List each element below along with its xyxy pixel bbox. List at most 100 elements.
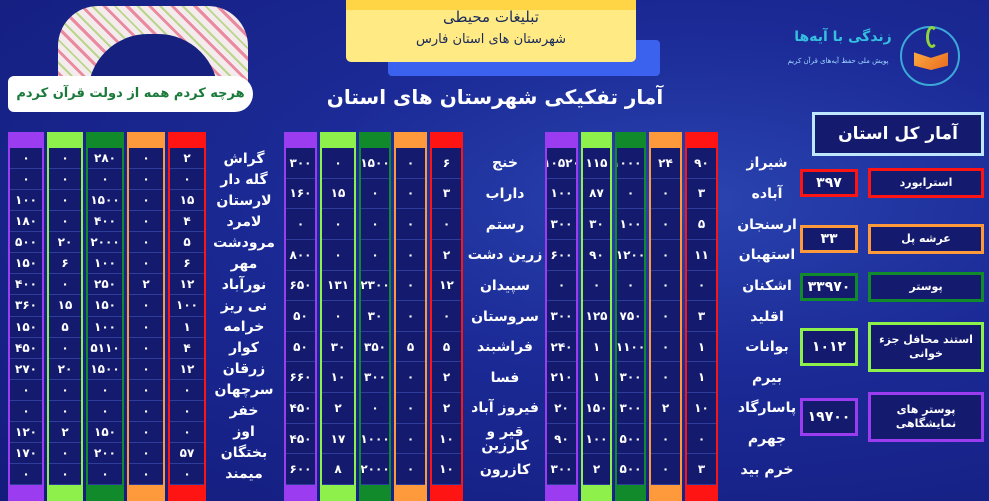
table-cell: ۳۵۰ — [361, 332, 389, 363]
table-cell: ۲۴۰ — [547, 332, 576, 363]
page-title: آمار تفکیکی شهرستان های استان — [326, 85, 664, 109]
table-cell: ۰ — [651, 240, 680, 271]
table-cell: ۱۰۰ — [547, 179, 576, 210]
column-red: ۲ ۰ ۱۵ ۴ ۵ ۶ ۱۲ ۱۰۰ ۱ ۴ ۱۲ ۰ ۰ ۰ ۵۷ ۰ — [168, 132, 206, 501]
table-cell: ۱۲ — [170, 274, 204, 296]
table-cell: ۰ — [583, 271, 610, 302]
column-body: ۲۴ ۰ ۰ ۰ ۰ ۰ ۰ ۰ ۲ ۰ ۰ — [651, 148, 680, 486]
table-cell: ۱۸۰ — [10, 211, 42, 233]
table-cell: ۰ — [432, 209, 461, 240]
stat-label: پوستر — [868, 272, 984, 302]
table-cell: ۰ — [10, 401, 42, 422]
table-cell: ۱۵ — [49, 295, 81, 317]
column-dark-green: ۱۵۰۰ ۰ ۰ ۰ ۲۳۰۰ ۳۰ ۳۵۰ ۳۰۰ ۰ ۱۰۰۰ ۲۰۰۰ — [359, 132, 391, 501]
column-light-green: ۱۱۵ ۸۷ ۳۰ ۹۰ ۰ ۱۲۵ ۱ ۱ ۱۵۰ ۱۰۰ ۲ — [581, 132, 612, 501]
county-name: شیراز — [746, 155, 788, 172]
table-cell: ۰ — [129, 338, 163, 359]
county-name: گراش — [223, 150, 265, 167]
table-cell: ۳۰۰ — [617, 393, 644, 424]
table-cell: ۳۰۰ — [361, 362, 389, 394]
table-cell: ۳۰ — [583, 209, 610, 240]
table-cell: ۱۵۰ — [88, 422, 122, 443]
county-name: میمند — [225, 466, 263, 483]
table-cell: ۱۵۰ — [10, 253, 42, 275]
table-cell: ۵۰ — [286, 332, 315, 363]
table-cell: ۰ — [88, 380, 122, 401]
column-body: ۹۰ ۳ ۵ ۱۱ ۰ ۳ ۱ ۱ ۱۰ ۰ ۳ — [687, 148, 716, 486]
stat-value: ۱۰۱۲ — [800, 328, 858, 366]
table-cell: ۱۲۰۰ — [617, 240, 644, 271]
table-cell: ۰ — [170, 422, 204, 443]
column-body: ۰ ۰ ۱۰۰ ۱۸۰ ۵۰۰ ۱۵۰ ۴۰۰ ۳۶۰ ۱۵۰ ۴۵۰ ۲۷۰ ۰ ۰ ۱۲۰ ۱۷۰ ۰ — [10, 148, 42, 485]
table-cell: ۰ — [49, 401, 81, 422]
county-name: مرودشت — [213, 234, 275, 251]
county-name: اقلید — [750, 308, 784, 325]
column-footer — [396, 485, 425, 501]
column-dark-green: ۲۸۰ ۰ ۱۵۰۰ ۴۰۰ ۲۰۰۰ ۱۰۰ ۲۵۰ ۱۵۰ ۱۰۰ ۵۱۱۰ ۱۵۰۰ ۰ ۰ ۱۵۰… — [86, 132, 124, 501]
county-name: خنج — [492, 155, 518, 172]
county-table: گراش گله دار لارستان لامرد مرودشت مهر نورآباد ن… — [5, 132, 278, 501]
table-cell: ۵ — [170, 232, 204, 254]
table-cell: ۶ — [432, 148, 461, 179]
county-names: گراش گله دار لارستان لامرد مرودشت مهر نورآباد ن… — [210, 132, 278, 501]
column-header — [396, 132, 425, 148]
table-cell: ۱۷۰ — [10, 443, 42, 464]
column-footer — [286, 485, 315, 501]
table-cell: ۱۲۰ — [10, 422, 42, 443]
table-cell: ۲۰ — [49, 359, 81, 380]
county-names: شیراز آباده ارسنجان استهبان اشکنان اقلید بوانا… — [722, 132, 812, 501]
table-cell: ۰ — [651, 332, 680, 363]
table-cell: ۰ — [170, 169, 204, 191]
table-cell: ۰ — [396, 301, 425, 332]
column-header — [170, 132, 204, 148]
table-cell: ۰ — [651, 209, 680, 240]
table-cell: ۰ — [651, 424, 680, 455]
table-cell: ۰ — [129, 211, 163, 233]
table-cell: ۱۰۰ — [10, 190, 42, 212]
book-icon — [914, 52, 948, 70]
table-cell: ۱۲ — [170, 359, 204, 380]
table-cell: ۱۵۰ — [583, 393, 610, 424]
table-cell: ۰ — [10, 148, 42, 170]
table-cell: ۱ — [687, 362, 716, 394]
county-table: شیراز آباده ارسنجان استهبان اشکنان اقلید بوانا… — [542, 132, 812, 501]
header-box: تبلیغات محیطی شهرستان های استان فارس — [346, 0, 636, 62]
table-cell: ۶۰۰ — [547, 240, 576, 271]
table-cell: ۰ — [170, 464, 204, 485]
county-name: لامرد — [226, 213, 262, 230]
table-cell: ۱۱۰۰ — [617, 332, 644, 363]
table-cell: ۲۵۰ — [88, 274, 122, 296]
column-light-green: ۰ ۰ ۰ ۰ ۲۰ ۶ ۰ ۱۵ ۵ ۰ ۲۰ ۰ ۰ ۲ ۰ ۰ — [47, 132, 83, 501]
table-cell: ۰ — [361, 240, 389, 271]
table-cell: ۴۰۰ — [10, 274, 42, 296]
table-cell: ۵۰۰ — [617, 454, 644, 486]
table-cell: ۰ — [129, 190, 163, 212]
county-name: بوانات — [745, 339, 789, 356]
table-cell: ۰ — [687, 271, 716, 302]
county-name: نی ریز — [220, 297, 268, 314]
column-header — [286, 132, 315, 148]
table-cell: ۰ — [322, 240, 354, 271]
table-cell: ۰ — [129, 232, 163, 254]
county-name: اشکنان — [742, 277, 792, 294]
column-footer — [547, 485, 576, 501]
table-cell: ۷۵۰ — [617, 301, 644, 332]
county-name: اوز — [233, 424, 255, 441]
table-cell: ۱ — [687, 332, 716, 363]
table-cell: ۱ — [583, 362, 610, 394]
column-footer — [49, 485, 81, 501]
table-cell: ۳۰۰ — [617, 362, 644, 394]
column-header — [617, 132, 644, 148]
table-cell: ۵۰۰ — [10, 232, 42, 254]
county-name: گله دار — [220, 171, 268, 188]
table-cell: ۰ — [129, 380, 163, 401]
table-cell: ۴ — [170, 211, 204, 233]
column-body: ۱۵۰۰ ۰ ۰ ۰ ۲۳۰۰ ۳۰ ۳۵۰ ۳۰۰ ۰ ۱۰۰۰ ۲۰۰۰ — [361, 148, 389, 486]
table-cell: ۱۷ — [322, 424, 354, 455]
table-cell: ۳ — [687, 454, 716, 486]
column-footer — [361, 485, 389, 501]
column-body: ۱۰۰۰۰۰۱۰۰۱۲۰۰۰۷۵۰۱۱۰۰۳۰۰۳۰۰۵۰۰۵۰۰ — [617, 148, 644, 486]
header-subtitle: شهرستان های استان فارس — [415, 32, 567, 47]
county-name: پاسارگاد — [737, 400, 797, 417]
